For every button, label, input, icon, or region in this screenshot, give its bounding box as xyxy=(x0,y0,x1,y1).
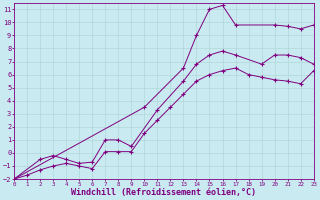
X-axis label: Windchill (Refroidissement éolien,°C): Windchill (Refroidissement éolien,°C) xyxy=(71,188,256,197)
